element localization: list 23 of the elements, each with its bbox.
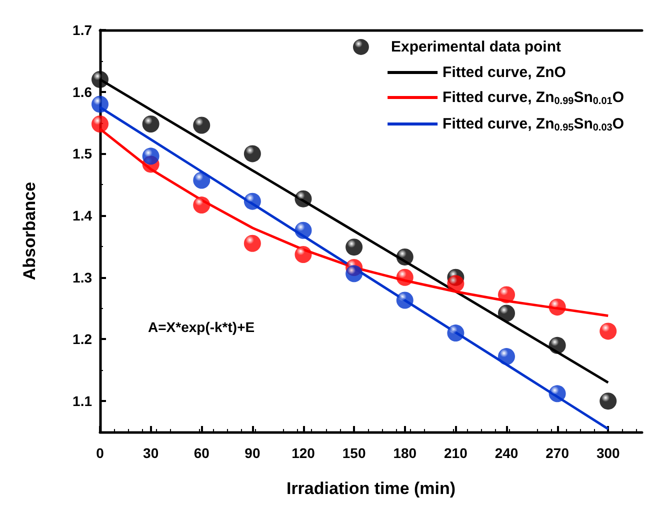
x-tick-label: 210 [444, 445, 468, 461]
y-tick-label: 1.7 [72, 22, 92, 38]
x-tick-label: 180 [393, 445, 417, 461]
y-tick-label: 1.1 [72, 393, 92, 410]
x-tick-label: 60 [194, 445, 210, 461]
x-tick-label: 0 [96, 445, 104, 461]
annotation: A=X*exp(-k*t)+E [148, 319, 255, 335]
y-tick-label: 1.3 [72, 269, 92, 286]
x-tick-label: 90 [244, 445, 260, 461]
x-tick-label: 150 [342, 445, 366, 461]
legend-label: Experimental data point [390, 38, 562, 56]
x-tick-label: 120 [292, 445, 316, 461]
y-tick-label: 1.6 [72, 84, 92, 100]
x-tick-label: 30 [143, 445, 159, 461]
x-tick-label: 240 [494, 445, 518, 461]
x-tick-label: 300 [596, 445, 620, 461]
y-axis-title: Absorbance [20, 182, 39, 280]
legend-label: Fitted curve, ZnO [442, 64, 566, 81]
x-tick-label: 270 [546, 445, 570, 461]
y-tick-label: 1.4 [72, 208, 92, 224]
y-tick-label: 1.2 [72, 331, 92, 348]
y-tick-label: 1.5 [72, 146, 92, 162]
x-axis-title: Irradiation time (min) [286, 479, 456, 498]
